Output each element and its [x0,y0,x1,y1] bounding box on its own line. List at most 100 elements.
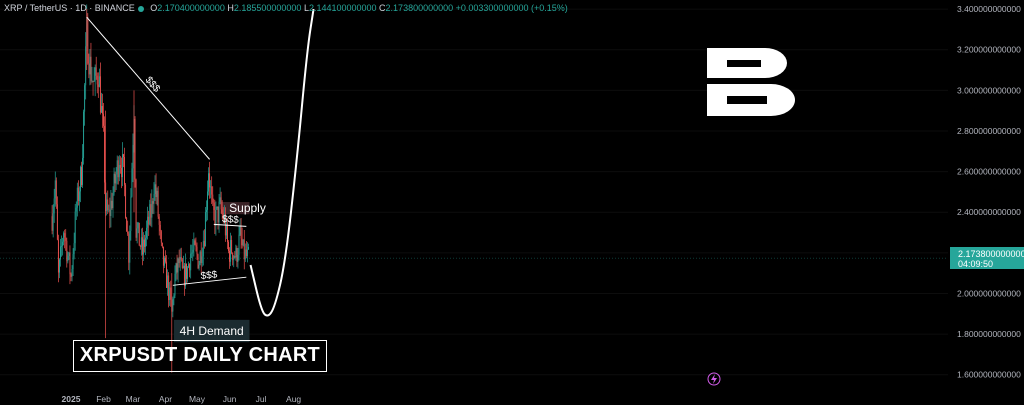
candles-layer [51,4,249,373]
current-price-badge: 2.173800000000 04:09:50 [950,247,1024,269]
candle-body [211,186,213,195]
symbol-label[interactable]: XRP / TetherUS · 1D · BINANCE [4,3,135,13]
candle-body [227,224,228,242]
current-price-value: 2.173800000000 [958,249,1024,259]
time-axis[interactable]: 2025 Feb Mar Apr May Jun Jul Aug [62,394,302,404]
candle-body [84,85,86,112]
candle-body [152,201,154,204]
candle-body [176,263,178,273]
candle-body [183,265,185,286]
candle-body [110,200,112,217]
candle-body [125,184,127,218]
chart-title: XRPUSDT DAILY CHART [73,340,327,372]
candle-body [160,231,162,243]
candle-body [236,247,238,262]
candle-body [237,254,239,262]
candle-body [144,239,145,247]
x-tick-label: Feb [96,394,111,404]
candle-body [112,193,114,209]
x-tick-label: Jun [223,394,237,404]
candle-body [104,125,106,183]
candle-body [106,199,108,212]
open-label: O [150,3,158,13]
candle-body [168,275,170,301]
candle-body [122,154,123,178]
price-axis[interactable]: 1.600000000000 1.800000000000 2.0000000000… [957,4,1021,380]
candle-body [53,198,55,214]
candle-body [246,249,248,256]
b-letter-logo [707,48,795,116]
candle-body [190,253,192,271]
candle-body [198,264,200,269]
candle-body [151,201,153,218]
y-tick-label: 2.000000000000 [957,288,1021,298]
candle-body [217,206,219,223]
candle-body [207,191,208,210]
candle-body [178,258,180,263]
candle-body [221,209,223,214]
candle-body [230,239,232,262]
candle-body [203,240,205,247]
candle-body [51,216,53,231]
candle-body [93,81,95,83]
demand-label: 4H Demand [180,324,244,338]
candle-body [196,246,198,255]
candle-body [88,63,90,75]
candle-body [218,201,220,223]
candle-body [54,180,56,199]
candle-body [103,113,104,126]
candle-body [64,233,66,238]
candle-body [143,239,144,255]
candle-body [189,264,191,271]
lightning-icon[interactable] [707,372,721,386]
candle-body [55,180,57,205]
candle-body [129,230,131,263]
candle-body [71,269,73,277]
y-tick-label: 2.800000000000 [957,126,1021,136]
candle-body [60,246,61,260]
candle-body [139,245,141,248]
candle-body [225,224,227,236]
candle-body [128,233,130,263]
candle-body [111,200,113,209]
candle-body [194,240,196,245]
candle-body [138,222,140,246]
candle-body [172,298,174,312]
candle-body [164,257,165,266]
candle-body [212,194,214,203]
candle-body [92,80,94,82]
candle-body [117,160,119,178]
candle-body [235,247,237,258]
candle-body [181,259,183,269]
candle-body [204,212,206,247]
candle-body [219,197,221,202]
bar-countdown: 04:09:50 [958,259,994,269]
candle-body [166,261,167,288]
candle-body [148,216,150,225]
close-label: C [379,3,386,13]
supply-label: Supply [229,201,266,215]
candle-body [66,240,68,262]
candle-body [201,256,203,264]
x-tick-label: Jul [256,394,267,404]
candle-body [59,259,60,273]
candle-body [195,244,197,247]
candle-body [69,252,71,275]
projection-curve [249,8,315,317]
candle-body [98,76,100,87]
candle-body [73,243,75,255]
candle-body [187,267,188,279]
candle-body [61,245,62,247]
candle-body [177,258,179,273]
candle-body [101,106,102,113]
candle-body [223,214,225,221]
y-tick-label: 1.800000000000 [957,329,1021,339]
price-grid [0,8,948,376]
change-value: +0.003300000000 (+0.15%) [455,3,568,13]
y-tick-label: 3.200000000000 [957,45,1021,55]
candle-body [141,237,143,255]
candle-body [96,75,98,85]
liquidity-label: $$$ [143,75,163,95]
candle-body [146,227,148,238]
